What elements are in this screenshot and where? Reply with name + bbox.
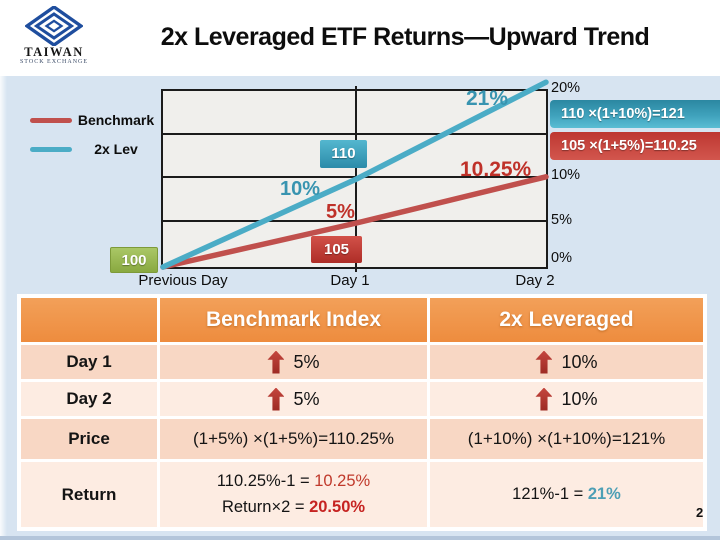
returns-table: Benchmark Index 2x Leveraged Day 1 5% 10… [17,294,707,531]
lev-line-swatch [30,146,72,152]
page-number: 2 [696,505,704,520]
table-header-empty [21,298,157,342]
day2-benchmark-value: 5% [293,388,320,409]
day1-benchmark-cell: 5% [160,345,427,379]
row-label-day1: Day 1 [21,345,157,379]
return-bench-line1-prefix: 110.25%-1 = [216,471,315,490]
lev-day1-pct-label: 10% [280,178,321,200]
start-price-chip: 100 [110,247,158,273]
row-label-return: Return [21,462,157,527]
row-label-day2: Day 2 [21,382,157,416]
bench-day1-pct-label: 5% [326,201,355,223]
legend-label-benchmark: Benchmark [77,112,155,128]
day2-leveraged-cell: 10% [430,382,703,416]
return-leveraged-line: 121%-1 = 21% [512,482,621,508]
return-benchmark-line2: Return×2 = 20.50% [222,495,365,521]
chart-series-lines [160,79,549,270]
slide-bottom-edge [0,536,720,540]
price-leveraged-formula: (1+10%) ×(1+10%)=121% [430,419,703,459]
benchmark-line [160,174,549,270]
lev-formula-callout: 110 ×(1+10%)=121 [550,100,720,128]
table-header-benchmark-index: Benchmark Index [160,298,427,342]
line-chart-plot-area [160,79,549,272]
legend-item-2x-lev: 2x Lev [30,141,160,157]
logo-subtitle: STOCK EXCHANGE [19,59,89,65]
legend-label-2x-lev: 2x Lev [94,141,138,157]
xtick-day1: Day 1 [330,272,370,289]
bench-formula-callout: 105 ×(1+5%)=110.25 [550,132,720,160]
logo-name: TAIWAN [24,45,84,59]
lev-day1-price-chip: 110 [320,140,367,168]
title-band: TAIWAN STOCK EXCHANGE 2x Leveraged ETF R… [0,0,720,76]
lev-line [160,79,549,270]
return-bench-line2-value: 20.50% [309,497,366,516]
price-benchmark-formula: (1+5%) ×(1+5%)=110.25% [160,419,427,459]
bench-day2-pct-label: 10.25% [460,158,532,181]
return-bench-line2-prefix: Return×2 = [221,497,310,516]
ytick-0: 0% [551,250,572,266]
up-arrow-icon [535,387,553,411]
up-arrow-icon [535,350,553,374]
gridline-15pct [163,133,546,136]
return-benchmark-line1: 110.25%-1 = 10.25% [217,469,370,495]
xtick-day2: Day 2 [515,272,555,289]
lev-day2-pct-label: 21% [466,87,509,110]
return-benchmark-cell: 110.25%-1 = 10.25% Return×2 = 20.50% [160,462,427,527]
up-arrow-icon [267,387,285,411]
return-bench-line1-value: 10.25% [314,471,371,490]
legend-item-benchmark: Benchmark [30,112,160,128]
table-header-2x-leveraged: 2x Leveraged [430,298,703,342]
day1-leveraged-cell: 10% [430,345,703,379]
day1-leveraged-value: 10% [561,351,598,372]
xtick-previous-day: Previous Day [138,272,228,289]
up-arrow-icon [267,350,285,374]
return-lev-prefix: 121%-1 = [512,484,588,503]
bench-day1-price-chip: 105 [311,236,362,263]
return-leveraged-cell: 121%-1 = 21% [430,462,703,527]
twse-logo-icon [25,6,83,46]
benchmark-line-swatch [30,117,72,123]
ytick-5: 5% [551,212,572,228]
day2-leveraged-value: 10% [561,388,598,409]
slide-left-edge [0,76,7,540]
ytick-10: 10% [551,167,581,183]
day1-benchmark-value: 5% [293,351,320,372]
page-title: 2x Leveraged ETF Returns—Upward Trend [160,23,650,51]
row-label-price: Price [21,419,157,459]
return-lev-value: 21% [587,484,621,503]
day2-benchmark-cell: 5% [160,382,427,416]
twse-logo: TAIWAN STOCK EXCHANGE [13,6,95,66]
ytick-20: 20% [551,80,581,96]
